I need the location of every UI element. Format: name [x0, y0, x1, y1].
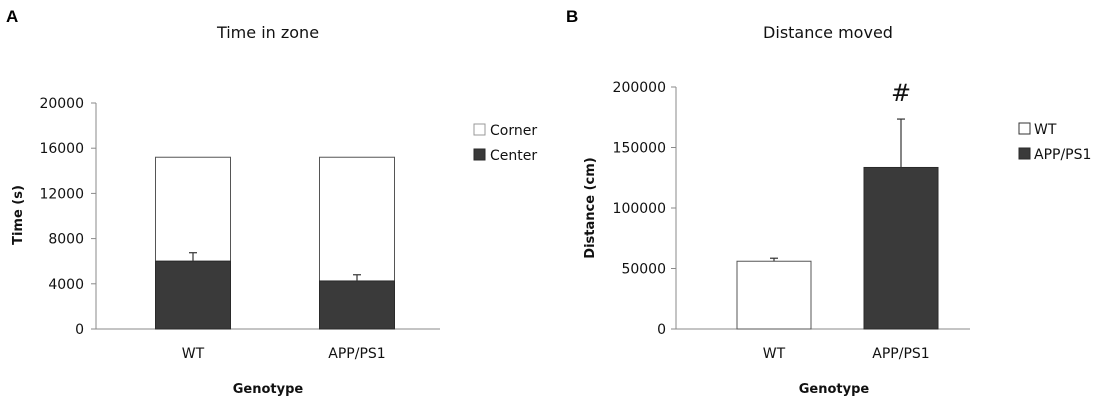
- panel-a-legend-label: Center: [490, 148, 537, 164]
- panel-a-bar-center: [319, 280, 395, 330]
- panel-a-x-tick-label: WT: [182, 346, 205, 362]
- panel-b-y-tick-label: 0: [657, 322, 666, 338]
- panel-a-x-axis-label: Genotype: [233, 382, 304, 397]
- panel-b-significance-mark: #: [891, 79, 911, 107]
- panel-a-y-tick-label: 12000: [39, 186, 84, 202]
- panel-b-title: Distance moved: [763, 23, 893, 42]
- panel-a-letter: A: [6, 7, 18, 26]
- panel-a-y-tick-label: 20000: [39, 96, 84, 112]
- panel-b-y-tick-label: 100000: [613, 201, 666, 217]
- panel-b-bar: [863, 166, 939, 330]
- panel-a-y-tick-label: 8000: [48, 232, 84, 248]
- panel-b-x-axis-label: Genotype: [799, 382, 870, 397]
- panel-a-x-tick-label: APP/PS1: [328, 346, 385, 362]
- panel-a-bar-center: [155, 260, 231, 330]
- panel-b-legend-label: WT: [1034, 122, 1057, 138]
- panel-b-letter: B: [566, 7, 578, 26]
- panel-a-title: Time in zone: [216, 23, 319, 42]
- panel-a-chart: A Time in zone Time (s) Genotype 0 4000 80…: [6, 7, 537, 397]
- panel-b-legend-label: APP/PS1: [1034, 147, 1091, 163]
- panel-b-bar: [736, 260, 812, 330]
- panel-b-x-tick-label: APP/PS1: [872, 346, 929, 362]
- panel-a-legend-swatch: [473, 148, 486, 161]
- panel-a-bar-corner: [319, 156, 395, 282]
- panel-a-y-tick-label: 4000: [48, 277, 84, 293]
- panel-b-y-tick-label: 150000: [613, 141, 666, 157]
- panel-b-x-tick-label: WT: [763, 346, 786, 362]
- panel-b-chart: B Distance moved Distance (cm) Genotype …: [566, 7, 1091, 397]
- panel-a-legend-label: Corner: [490, 123, 537, 139]
- panel-a-y-axis-label: Time (s): [11, 185, 26, 245]
- panel-b-legend-swatch: [1018, 122, 1031, 135]
- panel-b-y-tick-label: 200000: [613, 80, 666, 96]
- panel-b-y-tick-label: 50000: [621, 262, 666, 278]
- panel-a-bar-corner: [155, 156, 231, 262]
- panel-b-y-axis-label: Distance (cm): [583, 157, 598, 258]
- panel-a-y-tick-label: 16000: [39, 141, 84, 157]
- panel-a-y-tick-label: 0: [75, 322, 84, 338]
- panel-a-legend-swatch: [473, 123, 486, 136]
- panel-b-legend-swatch: [1018, 147, 1031, 160]
